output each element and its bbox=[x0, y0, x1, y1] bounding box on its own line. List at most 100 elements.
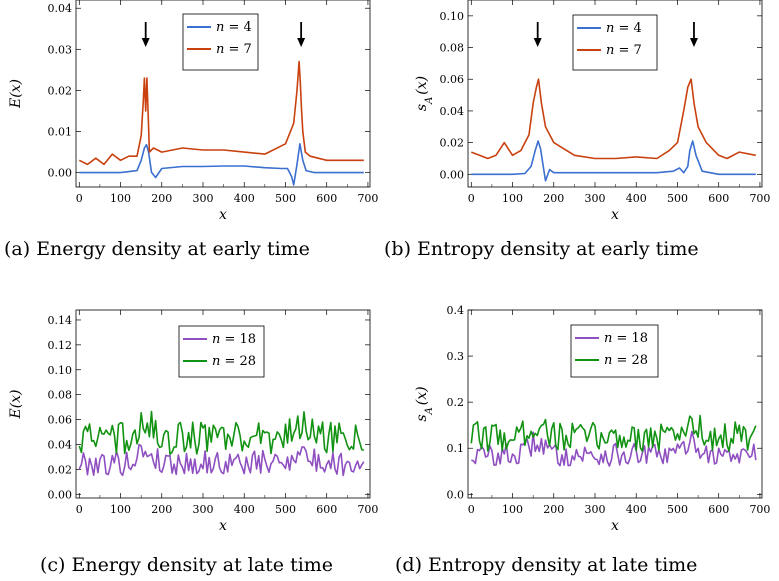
y-tick-label: 0.1 bbox=[447, 442, 465, 455]
y-tick-label: 0.4 bbox=[447, 304, 465, 317]
arrow-head bbox=[689, 38, 698, 47]
legend-entry: n = 18 bbox=[212, 332, 256, 347]
y-tick-label: 0.2 bbox=[447, 396, 465, 409]
panel-caption: (b) Entropy density at early time bbox=[384, 238, 699, 260]
x-tick-label: 400 bbox=[626, 503, 647, 516]
x-tick-label: 400 bbox=[234, 192, 255, 205]
x-tick-label: 100 bbox=[502, 192, 523, 205]
x-tick-label: 0 bbox=[468, 192, 475, 205]
y-tick-label: 0.00 bbox=[48, 167, 73, 180]
plot-frame bbox=[467, 309, 763, 499]
panel-caption: (c) Energy density at late time bbox=[40, 554, 333, 576]
x-tick-label: 700 bbox=[749, 503, 770, 516]
y-axis-label: E(x) bbox=[8, 389, 24, 419]
legend-entry: n = 7 bbox=[216, 42, 252, 57]
x-tick-label: 700 bbox=[357, 192, 378, 205]
x-tick-label: 300 bbox=[585, 503, 606, 516]
y-tick-label: 0.14 bbox=[48, 314, 73, 327]
x-tick-label: 600 bbox=[708, 503, 729, 516]
series-line-green bbox=[78, 410, 365, 456]
panel-a: 0 100 200 300 400 500 600 700 0.00 0.01 0.02 0.03 0.… bbox=[4, 0, 378, 260]
x-tick-label: 400 bbox=[234, 503, 255, 516]
plot-frame bbox=[75, 309, 371, 499]
y-tick-label: 0.04 bbox=[440, 105, 465, 118]
series-line-blue bbox=[471, 140, 756, 182]
y-tick-label: 0.02 bbox=[440, 137, 465, 150]
y-tick-label: 0.3 bbox=[447, 350, 465, 363]
legend-box bbox=[570, 324, 659, 378]
panel-caption: (a) Energy density at early time bbox=[4, 238, 310, 260]
y-tick-label: 0.06 bbox=[48, 414, 73, 427]
y-tick-label: 0.02 bbox=[48, 84, 73, 97]
panel-caption: (d) Entropy density at late time bbox=[395, 554, 697, 576]
legend-entry: n = 4 bbox=[216, 20, 252, 35]
y-tick-label: 0.04 bbox=[48, 2, 73, 15]
panel-b: 0 100 200 300 400 500 600 700 0.00 0.02 0.04 0.06 0.… bbox=[384, 0, 770, 260]
x-tick-label: 500 bbox=[667, 503, 688, 516]
legend-box bbox=[182, 13, 259, 71]
x-axis-label: x bbox=[219, 207, 227, 223]
x-tick-label: 200 bbox=[543, 503, 564, 516]
x-tick-label: 200 bbox=[151, 192, 172, 205]
x-axis-label: x bbox=[219, 518, 227, 534]
y-axis-label: sA(x) bbox=[414, 386, 435, 421]
series-line-blue bbox=[79, 143, 364, 186]
y-tick-label: 0.04 bbox=[48, 438, 73, 451]
x-tick-label: 0 bbox=[76, 503, 83, 516]
x-tick-label: 100 bbox=[110, 192, 131, 205]
y-tick-label: 0.01 bbox=[48, 126, 73, 139]
y-tick-label: 0.0 bbox=[447, 488, 465, 501]
x-tick-label: 300 bbox=[193, 503, 214, 516]
arrow-head bbox=[297, 38, 306, 47]
x-tick-label: 300 bbox=[193, 192, 214, 205]
x-tick-label: 200 bbox=[543, 192, 564, 205]
x-axis-label: x bbox=[611, 518, 619, 534]
x-tick-label: 100 bbox=[110, 503, 131, 516]
y-tick-label: 0.12 bbox=[48, 339, 73, 352]
x-tick-label: 700 bbox=[749, 192, 770, 205]
x-tick-label: 700 bbox=[357, 503, 378, 516]
arrow-head bbox=[141, 38, 150, 47]
legend-entry: n = 4 bbox=[606, 21, 642, 36]
legend-entry: n = 7 bbox=[606, 43, 642, 58]
y-tick-label: 0.10 bbox=[48, 364, 73, 377]
series-line-purple bbox=[78, 443, 365, 477]
y-tick-label: 0.06 bbox=[440, 73, 465, 86]
y-axis-label: E(x) bbox=[8, 79, 24, 109]
x-tick-label: 500 bbox=[275, 192, 296, 205]
y-tick-label: 0.08 bbox=[48, 389, 73, 402]
y-tick-label: 0.10 bbox=[440, 10, 465, 23]
panel-d: 0 100 200 300 400 500 600 700 0.0 0.1 0.2 0.3 0.4 x sA… bbox=[395, 304, 770, 576]
x-axis-label: x bbox=[611, 207, 619, 223]
legend-box bbox=[572, 14, 658, 71]
x-tick-label: 0 bbox=[468, 503, 475, 516]
arrow-head bbox=[533, 38, 542, 47]
series-line-green bbox=[470, 414, 757, 453]
series-line-red bbox=[471, 78, 756, 160]
x-tick-label: 600 bbox=[708, 192, 729, 205]
plot-frame bbox=[467, 0, 763, 188]
legend-entry: n = 28 bbox=[604, 353, 648, 368]
y-tick-label: 0.00 bbox=[440, 168, 465, 181]
x-tick-label: 100 bbox=[502, 503, 523, 516]
series-line-red bbox=[78, 60, 364, 166]
x-tick-label: 0 bbox=[76, 192, 83, 205]
x-tick-label: 500 bbox=[667, 192, 688, 205]
series-line-purple bbox=[471, 430, 757, 467]
y-tick-label: 0.08 bbox=[440, 42, 465, 55]
x-tick-label: 500 bbox=[275, 503, 296, 516]
legend-entry: n = 28 bbox=[212, 354, 256, 369]
x-tick-label: 600 bbox=[316, 503, 337, 516]
y-tick-label: 0.03 bbox=[48, 43, 73, 56]
y-axis-label: sA(x) bbox=[414, 76, 435, 111]
legend-entry: n = 18 bbox=[604, 331, 648, 346]
x-tick-label: 400 bbox=[626, 192, 647, 205]
x-tick-label: 300 bbox=[585, 192, 606, 205]
x-tick-label: 200 bbox=[151, 503, 172, 516]
plot-frame bbox=[75, 0, 371, 188]
legend-box bbox=[178, 325, 265, 378]
x-tick-label: 600 bbox=[316, 192, 337, 205]
y-tick-label: 0.00 bbox=[48, 488, 73, 501]
panel-c: 0 100 200 300 400 500 600 700 0.00 0.02 0.04 0.06 0.… bbox=[8, 309, 378, 576]
